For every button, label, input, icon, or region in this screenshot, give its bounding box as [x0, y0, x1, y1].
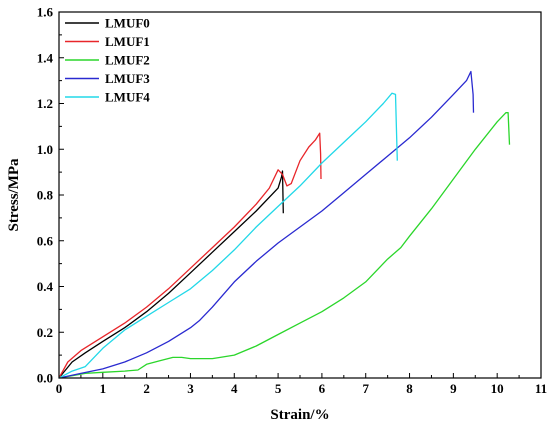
- x-tick-label: 5: [275, 381, 282, 396]
- legend-label-lmuf3: LMUF3: [105, 71, 150, 86]
- x-tick-label: 0: [56, 381, 63, 396]
- x-tick-label: 10: [491, 381, 504, 396]
- series-layer: [58, 70, 511, 379]
- y-tick-label: 0.6: [37, 233, 54, 248]
- legend-label-lmuf0: LMUF0: [105, 16, 150, 31]
- series-line-lmuf4: [58, 92, 398, 379]
- y-axis-title: Stress/MPa: [6, 158, 22, 232]
- y-tick-label: 1.2: [37, 96, 53, 111]
- x-axis-ticks: 0 1 2 3 4 5 6 7 8 9 10 11: [56, 373, 547, 396]
- x-tick-label: 9: [450, 381, 457, 396]
- x-tick-label: 3: [187, 381, 194, 396]
- series-line-lmuf3: [58, 70, 475, 379]
- legend: LMUF0 LMUF1 LMUF2 LMUF3 LMUF4: [65, 16, 150, 105]
- x-tick-label: 7: [362, 381, 369, 396]
- y-tick-label: 0.4: [37, 279, 54, 294]
- x-tick-label: 4: [231, 381, 238, 396]
- legend-label-lmuf4: LMUF4: [105, 90, 150, 105]
- x-tick-label: 8: [406, 381, 413, 396]
- legend-label-lmuf2: LMUF2: [105, 53, 150, 68]
- series-line-lmuf2: [58, 112, 511, 379]
- y-tick-label: 1.6: [37, 5, 54, 20]
- series-line-lmuf0: [58, 170, 284, 379]
- y-tick-label: 0.0: [37, 371, 53, 386]
- y-tick-label: 1.4: [37, 50, 54, 65]
- x-tick-label: 2: [143, 381, 150, 396]
- x-tick-label: 1: [100, 381, 107, 396]
- y-tick-label: 0.2: [37, 325, 53, 340]
- series-line-lmuf1: [58, 132, 322, 379]
- x-axis-title: Strain/%: [270, 407, 329, 423]
- plot-frame: [58, 11, 542, 379]
- x-tick-label: 11: [535, 381, 547, 396]
- legend-label-lmuf1: LMUF1: [105, 34, 150, 49]
- y-tick-label: 1.0: [37, 142, 53, 157]
- y-axis-ticks: 0.0 0.2 0.4 0.6 0.8 1.0 1.2 1.4 1.6: [37, 5, 64, 386]
- x-tick-label: 6: [319, 381, 326, 396]
- y-tick-label: 0.8: [37, 188, 54, 203]
